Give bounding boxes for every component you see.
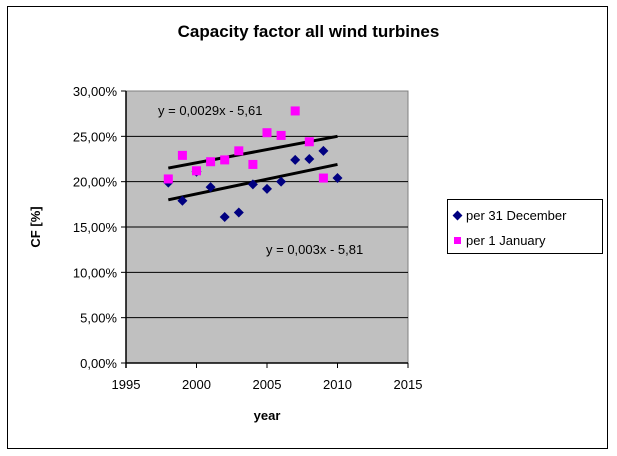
x-tick-label: 2010 [323,377,352,392]
y-axis-title: CF [%] [28,206,43,247]
data-point-diamond [290,154,301,165]
data-point-diamond [318,145,329,156]
data-point-diamond [219,212,230,223]
data-point-square [206,157,216,167]
y-tick-label: 10,00% [73,265,118,280]
data-point-square [318,173,328,183]
diamond-marker-icon [452,210,463,220]
trendline-equation-per-31-december: y = 0,003x - 5,81 [266,242,363,257]
data-point-diamond [205,182,216,193]
data-point-diamond [177,195,188,206]
data-point-square [163,174,173,184]
data-point-diamond [262,183,272,194]
data-point-diamond [276,176,287,187]
legend-item-per-31-december: per 31 December [452,207,567,223]
chart-title: Capacity factor all wind turbines [177,22,440,41]
y-tick-label: 15,00% [73,220,118,235]
y-tick-label: 0,00% [80,356,117,371]
data-point-square [177,150,187,160]
x-tick-label: 1995 [112,377,141,392]
data-point-square [192,166,201,176]
data-point-square [220,155,230,165]
data-point-square [262,128,272,138]
legend: per 31 December per 1 January [447,199,603,254]
legend-item-per-1-january: per 1 January [454,232,546,248]
data-point-diamond [304,154,315,164]
data-point-diamond [233,207,244,218]
y-tick-label: 25,00% [73,129,118,144]
x-tick-label: 2015 [394,377,423,392]
data-point-square [276,130,286,140]
data-point-diamond [332,173,343,184]
legend-label: per 1 January [466,232,546,248]
y-tick-label: 5,00% [80,311,117,326]
legend-label: per 31 December [466,207,567,223]
data-point-square [304,137,314,147]
x-tick-label: 2005 [253,377,282,392]
y-tick-label: 30,00% [73,84,118,99]
data-point-square [234,146,244,156]
data-point-square [248,159,258,169]
x-tick-label: 2000 [182,377,211,392]
data-point-diamond [247,179,258,190]
square-marker-icon [454,236,461,244]
y-tick-label: 20,00% [73,175,118,190]
trendline-equation-per-1-january: y = 0,0029x - 5,61 [158,103,262,118]
data-point-square [290,106,300,116]
x-axis-title: year [254,408,281,423]
